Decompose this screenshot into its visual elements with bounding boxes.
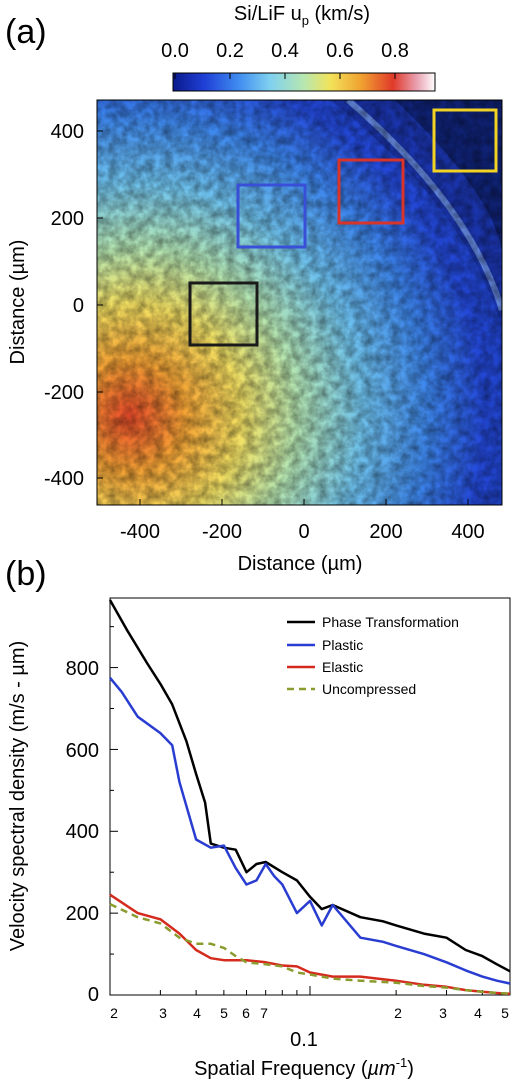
spectral-density-series bbox=[108, 599, 511, 996]
legend: Phase Transformation Plastic Elastic Unc… bbox=[287, 614, 459, 697]
colorbar-tick-label: 0.2 bbox=[216, 40, 244, 62]
map-y-tick-label: -400 bbox=[44, 468, 84, 490]
map-y-tick-label: -200 bbox=[44, 382, 84, 404]
map-y-tick-label: 400 bbox=[51, 121, 84, 143]
spectral-x-tick-label: 5 bbox=[220, 1005, 228, 1021]
spectral-x-tick-labels: 2 3 4 5 6 7 2 3 4 5 bbox=[110, 1005, 509, 1021]
series-line-uncompressed bbox=[109, 902, 511, 996]
map-axis-ticks bbox=[97, 130, 469, 505]
spectral-y-tick-label: 800 bbox=[66, 658, 99, 680]
map-x-tick-label: -200 bbox=[202, 521, 242, 543]
spectral-y-tick-label: 200 bbox=[66, 903, 99, 925]
map-x-tick-label: -400 bbox=[120, 521, 160, 543]
panel-a-label: (a) bbox=[5, 13, 47, 51]
spectral-y-tick-label: 0 bbox=[88, 984, 99, 1006]
colorbar-tick-label: 0.4 bbox=[271, 40, 299, 62]
spectral-x-axis-label: Spatial Frequency (µm-1) bbox=[194, 1055, 414, 1080]
map-frame bbox=[96, 99, 503, 506]
box-phase-transformation bbox=[188, 281, 259, 347]
spectral-x-tick-label: 6 bbox=[242, 1005, 250, 1021]
spectral-x-tick-label: 4 bbox=[474, 1005, 482, 1021]
plot-frame bbox=[109, 597, 511, 996]
spectral-y-axis-label: Velocity spectral density (m/s - µm) bbox=[7, 641, 29, 952]
map-y-tick-label: 0 bbox=[73, 295, 84, 317]
series-line-plastic bbox=[109, 677, 511, 985]
map-y-axis-label: Distance (µm) bbox=[7, 240, 29, 365]
box-uncompressed bbox=[432, 108, 498, 173]
map-x-tick-label: 400 bbox=[451, 521, 484, 543]
spectral-x-tick-label: 5 bbox=[501, 1005, 509, 1021]
colorbar-tick-labels: 0.0 0.2 0.4 0.6 0.8 bbox=[161, 40, 409, 62]
map-x-tick-label: 200 bbox=[369, 521, 402, 543]
spectral-y-tick-labels: 0 200 400 600 800 bbox=[66, 658, 99, 1006]
colorbar-tick-label: 0.8 bbox=[381, 40, 409, 62]
spectral-density-axes bbox=[109, 626, 511, 996]
map-x-tick-labels: -400 -200 0 200 400 bbox=[120, 521, 485, 543]
spectral-x-tick-label: 7 bbox=[260, 1005, 268, 1021]
spectral-x-tick-label: 2 bbox=[110, 1005, 118, 1021]
spectral-y-tick-label: 600 bbox=[66, 740, 99, 762]
spectral-x-tick-label: 2 bbox=[394, 1005, 402, 1021]
legend-label: Elastic bbox=[322, 659, 363, 675]
colorbar-ticks bbox=[174, 73, 396, 79]
spectral-x-tick-label: 3 bbox=[159, 1005, 167, 1021]
series-line-elastic bbox=[109, 893, 511, 996]
map-y-tick-label: 200 bbox=[51, 208, 84, 230]
colorbar-tick-label: 0.0 bbox=[161, 40, 189, 62]
velocity-map bbox=[97, 100, 502, 505]
map-x-tick-label: 0 bbox=[298, 521, 309, 543]
box-plastic bbox=[236, 183, 307, 249]
legend-label: Plastic bbox=[322, 637, 363, 653]
series-line-phase-transformation bbox=[108, 599, 511, 973]
legend-label: Uncompressed bbox=[322, 681, 416, 697]
legend-label: Phase Transformation bbox=[322, 614, 459, 630]
colorbar-tick-label: 0.6 bbox=[326, 40, 354, 62]
spectral-y-tick-label: 400 bbox=[66, 821, 99, 843]
spectral-x-tick-label: 3 bbox=[439, 1005, 447, 1021]
map-y-tick-labels: 400 200 0 -200 -400 bbox=[44, 121, 84, 490]
spectral-x-center-label: 0.1 bbox=[290, 1029, 318, 1051]
colorbar bbox=[172, 72, 436, 92]
map-x-axis-label: Distance (µm) bbox=[238, 553, 363, 575]
spectral-x-tick-label: 4 bbox=[193, 1005, 201, 1021]
panel-b-label: (b) bbox=[5, 555, 47, 593]
box-elastic bbox=[337, 158, 405, 225]
colorbar-title: Si/LiF up (km/s) bbox=[234, 3, 370, 28]
